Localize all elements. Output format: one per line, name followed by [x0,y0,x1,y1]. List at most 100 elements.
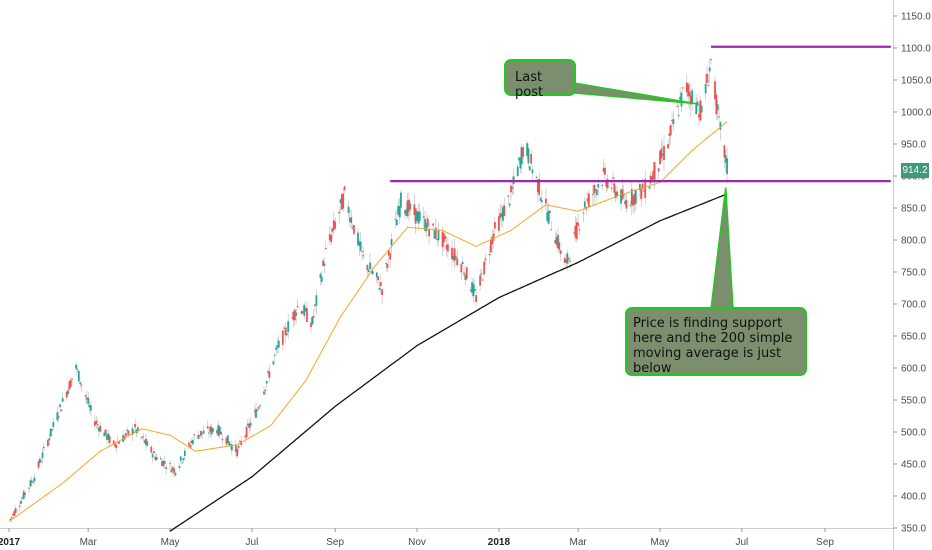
candle [651,173,653,180]
candle-body [230,444,233,451]
candle-body [632,195,635,206]
candle-body [714,81,716,100]
candle [387,249,390,263]
candle-body [536,179,539,193]
candle-body [436,238,439,241]
candle-body [595,189,598,195]
candle [230,440,233,455]
candle [76,367,79,373]
candle [37,458,40,471]
candle [357,228,359,247]
candle [257,405,260,410]
candle-body [456,258,459,266]
candle [38,456,41,466]
candle-body [406,200,409,217]
candle [583,197,586,210]
candle-body [40,461,43,463]
candle-body [71,378,73,380]
candle-body [174,472,177,476]
candle [59,402,61,413]
candle [220,426,222,436]
candle [591,184,594,206]
candle [428,222,431,245]
candle [418,203,421,224]
candle [350,210,353,229]
candle-body [61,398,64,402]
candle-body [381,289,384,296]
candle [508,202,511,209]
candle-body [265,381,268,384]
candle-body [475,295,477,303]
candle [461,256,464,265]
candle [198,435,201,440]
candle-body [312,316,315,318]
candle-body [447,244,449,252]
candle [353,224,355,237]
candle [29,477,32,488]
candle [79,382,82,389]
candle-body [527,148,530,164]
candle-body [104,429,107,435]
candle [425,217,428,237]
candle-body [418,211,421,222]
candle-body [361,250,363,252]
candle [681,86,684,93]
support-resistance-lines [390,45,891,183]
candle [544,188,547,211]
candle-body [707,85,710,87]
candle-body [339,199,342,204]
candle [369,253,371,270]
candle [80,380,83,392]
candle [516,163,519,178]
candle [489,235,492,257]
candle-body [473,289,476,292]
candle-body [189,444,192,448]
candle [229,443,232,450]
candle-body [507,195,510,197]
candle-body [84,395,87,397]
candle-body [52,422,55,427]
candle [519,146,522,174]
candle-body [216,430,218,434]
candle-body [724,155,727,163]
candle [264,388,267,396]
candle-body [651,176,653,180]
candle-body [710,59,712,61]
candle-body [685,82,688,93]
candle-body [366,265,369,271]
candle-body [12,513,14,516]
candle [41,447,44,464]
candle [444,234,447,242]
candle [452,247,455,263]
candle-body [480,273,483,275]
candle [338,206,341,224]
candle-body [150,446,153,453]
candle [549,210,551,222]
candle-body [565,259,567,263]
candle-body [679,96,682,100]
candle [206,420,209,430]
candle-body [330,235,333,243]
candle-body [671,120,673,122]
candle-body [85,397,88,400]
candle-body [397,205,400,215]
candle-body [464,274,467,281]
candle [465,266,468,281]
candle-body [687,84,690,97]
candle [708,57,711,84]
candle-body [340,194,343,210]
candle [632,193,635,213]
candle-body [425,223,428,232]
candle [174,472,177,478]
candle [406,193,409,219]
candle-body [57,416,60,419]
candle [498,208,500,236]
candle-body [245,426,248,438]
candle-body [29,480,32,487]
candle-body [455,256,457,259]
candle [699,96,702,124]
candle [475,286,477,307]
candle [253,406,256,417]
y-tick-label: 1000.0 [901,108,932,119]
candle-body [136,427,139,432]
